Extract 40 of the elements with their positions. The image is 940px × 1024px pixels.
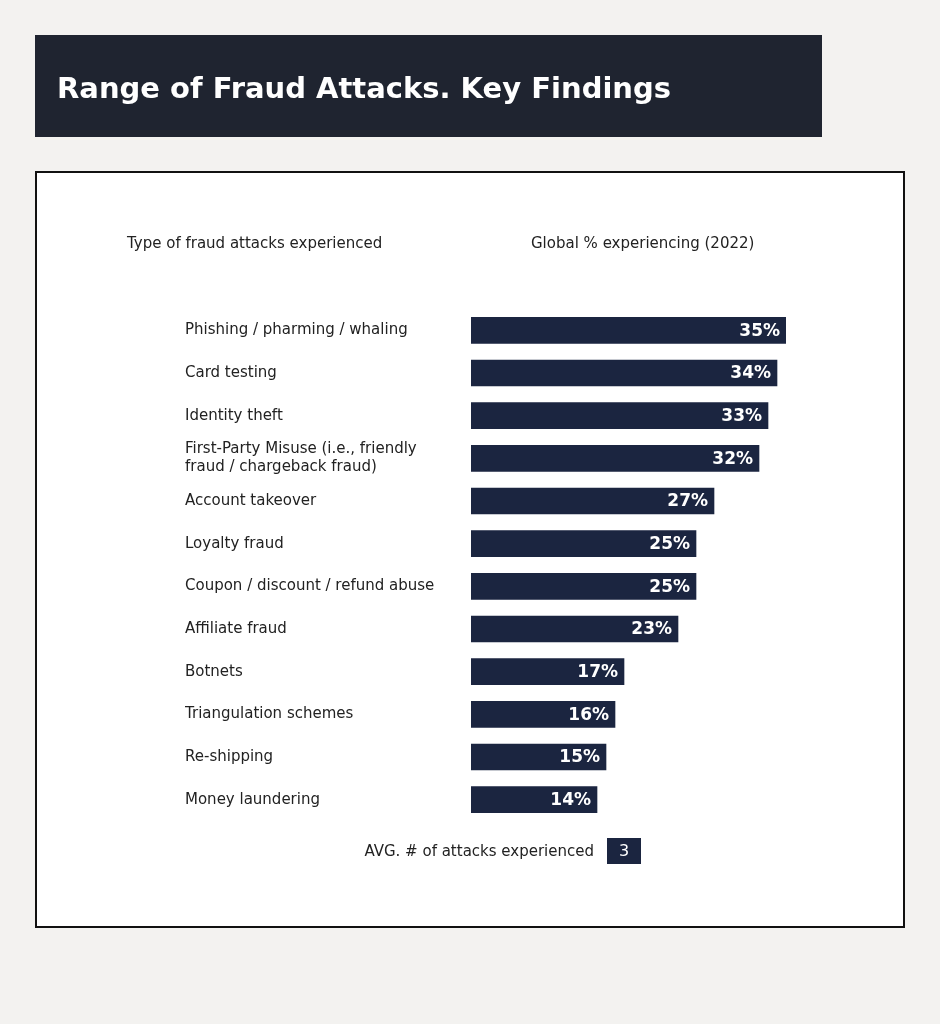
bar [471,445,760,472]
data-label: 25% [649,533,690,554]
bar [471,786,598,813]
y-tick-label: Coupon / discount / refund abuse [185,576,435,595]
data-label: 16% [568,703,609,724]
y-tick-label: First-Party Misuse (i.e., friendly fraud / chargeback fraud) [185,439,417,476]
y-tick-label: Affiliate fraud [185,618,287,637]
y-axis-title: Type of fraud attacks experienced [127,234,383,252]
y-tick-label: Card testing [185,362,277,381]
data-label: 14% [550,789,591,810]
data-label: 35% [739,319,780,340]
data-label: 32% [712,447,753,468]
bar [471,317,786,344]
data-label: 25% [649,575,690,596]
y-tick-label: Identity theft [185,405,283,424]
bar [471,573,697,600]
text: 3 [607,838,641,864]
bar [471,530,697,557]
bar [471,658,625,685]
bar [471,701,616,728]
data-label: 34% [730,362,771,383]
x-axis-title: Global % experiencing (2022) [531,234,755,252]
text: AVG. # of attacks experienced [363,842,594,860]
data-label: 33% [721,405,762,426]
data-label: 15% [559,746,600,767]
bar [471,359,778,387]
y-tick-label: Money laundering [185,789,320,808]
y-tick-label: Botnets [185,661,243,680]
bar [471,487,715,515]
y-tick-label: Phishing / pharming / whaling [185,320,408,339]
y-tick-label: Loyalty fraud [185,533,284,552]
bar [471,615,679,643]
y-tick-label: Account takeover [185,490,318,509]
y-tick-label: Re-shipping [185,746,274,765]
data-label: 27% [667,490,708,511]
data-label: 17% [577,661,618,682]
data-label: 23% [631,618,672,639]
bar [471,402,769,429]
y-tick-label: Triangulation schemes [184,704,354,723]
chart-title: Range of Fraud Attacks. Key Findings [35,35,822,137]
